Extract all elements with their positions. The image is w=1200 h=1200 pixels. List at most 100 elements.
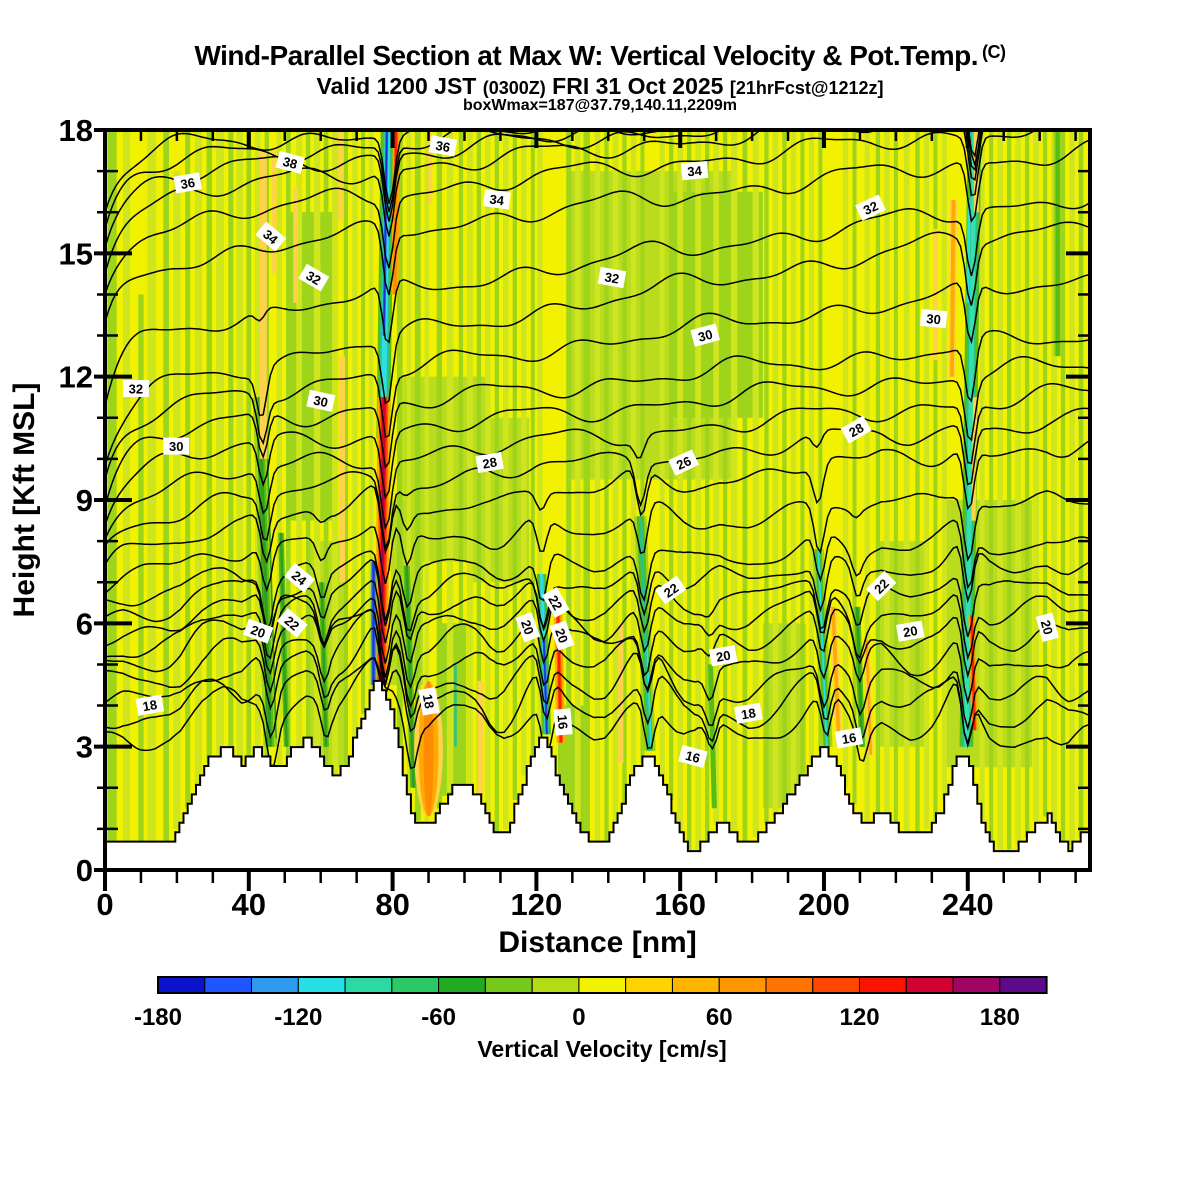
chart-annotation: boxWmax=187@37.79,140.11,2209m (462, 97, 737, 114)
isentrope-label-box (275, 150, 305, 174)
velocity-streak (923, 130, 930, 829)
velocity-streak (772, 130, 779, 817)
isentrope-label-box (306, 389, 336, 412)
velocity-streak (446, 130, 454, 792)
velocity-streak (494, 130, 499, 833)
isentrope-label-box (482, 189, 511, 210)
y-tick-label: 6 (76, 606, 93, 641)
colorbar-tick-label: -60 (421, 1004, 456, 1031)
isentrope-label-box (122, 380, 149, 397)
isentrope-label-box (541, 587, 570, 619)
colorbar-segment (952, 976, 1001, 994)
isentrope-label-group: 16 (678, 744, 708, 768)
feature-orange-235-upper (950, 199, 956, 377)
isentrope-label-text: 36 (179, 175, 196, 192)
velocity-streak (594, 130, 601, 846)
velocity-streak (521, 130, 527, 776)
isentrope-label-text: 20 (1038, 618, 1056, 636)
terrain-silhouette (105, 680, 1090, 870)
isentrope-label-text: 18 (740, 705, 757, 722)
colorbar-segment (204, 976, 253, 994)
isentrope-label-group: 34 (255, 221, 287, 252)
isentrope-line-24 (105, 519, 1090, 632)
velocity-streak (677, 130, 684, 838)
velocity-streak (313, 130, 321, 751)
velocity-streak (485, 130, 491, 821)
isentrope-label-group: 22 (865, 570, 897, 602)
feature-gold-66 (339, 356, 346, 583)
feature-cyan-seg-239 (966, 199, 971, 303)
x-axis-title: Distance [nm] (498, 926, 696, 959)
velocity-streak (764, 130, 769, 825)
isentrope-line-21 (105, 590, 1090, 664)
velocity-streak (286, 130, 291, 755)
colorbar-segment (718, 976, 767, 994)
colorbar-segment (859, 976, 907, 994)
isentrope-label-group: 34 (482, 189, 511, 210)
velocity-streak (893, 130, 898, 825)
isentrope-label-text: 28 (846, 420, 866, 440)
velocity-streak (884, 130, 890, 813)
velocity-streak (800, 130, 805, 780)
isentrope-label-text: 28 (481, 454, 498, 471)
isentrope-line-30 (105, 329, 1090, 507)
isentrope-label-group: 20 (708, 645, 738, 667)
feature-downdraft-265-upper (1055, 130, 1060, 357)
colorbar-segment (391, 976, 440, 994)
colorbar-segment (999, 976, 1048, 994)
isentrope-line-19 (105, 608, 1090, 709)
velocity-streak (659, 130, 665, 776)
velocity-streak (818, 130, 823, 751)
velocity-streak (147, 130, 157, 846)
velocity-streak (107, 130, 117, 846)
x-tick-label: 120 (511, 887, 563, 922)
colorbar-layer: -180 -120 -60 0 60 120 180 Vertical Velocity [c… (134, 976, 1048, 1062)
isentrope-label-text: 16 (554, 714, 570, 730)
velocity-streak (979, 130, 985, 838)
isentrope-label-group: 32 (298, 263, 330, 292)
isentrope-label-box (1035, 612, 1059, 643)
isentrope-line-33 (105, 201, 1090, 407)
isentrope-label-box (919, 309, 948, 329)
isentrope-label-group: 32 (855, 194, 886, 221)
velocity-streak (722, 130, 728, 825)
isentrope-label-box (255, 221, 287, 252)
velocity-streak (406, 130, 411, 813)
velocity-streak (296, 130, 302, 747)
velocity-streak (206, 130, 212, 764)
isentrope-line-25 (105, 490, 1090, 595)
valid-time: Valid 1200 JST (316, 73, 483, 99)
isentrope-label-box (276, 608, 308, 638)
isentrope-line-32 (105, 221, 1090, 467)
feature-downdraft-50 (279, 532, 288, 747)
colorbar-tick-label: 180 (980, 1004, 1020, 1031)
velocity-streak (630, 130, 637, 780)
feature-downdraft-85 (405, 565, 415, 788)
isentrope-contour-layer (105, 130, 1090, 769)
colorbar-tick-label: 0 (572, 1004, 585, 1031)
velocity-streak (989, 130, 994, 846)
colorbar-segment (578, 976, 627, 994)
feature-updraft-core-77 (380, 458, 385, 665)
velocity-streak (782, 130, 787, 805)
isentrope-label-text: 32 (129, 382, 143, 397)
velocity-streak (1006, 130, 1012, 850)
isentrope-label-text: 16 (841, 730, 858, 747)
feature-downdraft-46 (258, 397, 272, 747)
isentrope-label-group: 20 (243, 618, 274, 644)
isentrope-label-group: 20 (1035, 612, 1059, 643)
feature-blue-core-78 (383, 130, 388, 336)
isentrope-label-group: 16 (553, 708, 573, 736)
isentrope-line-34 (105, 139, 1090, 323)
isentrope-label-group: 24 (283, 562, 315, 593)
isentrope-line-28 (105, 383, 1090, 540)
x-tick-label: 0 (96, 887, 113, 922)
isentrope-label-box (597, 266, 627, 289)
terrain-outline (105, 679, 1090, 853)
feature-gold-104 (477, 680, 484, 796)
isentrope-label-text: 20 (518, 618, 537, 637)
colorbar-segment (251, 976, 299, 994)
y-axis-title: Height [Kft MSL] (8, 383, 41, 618)
